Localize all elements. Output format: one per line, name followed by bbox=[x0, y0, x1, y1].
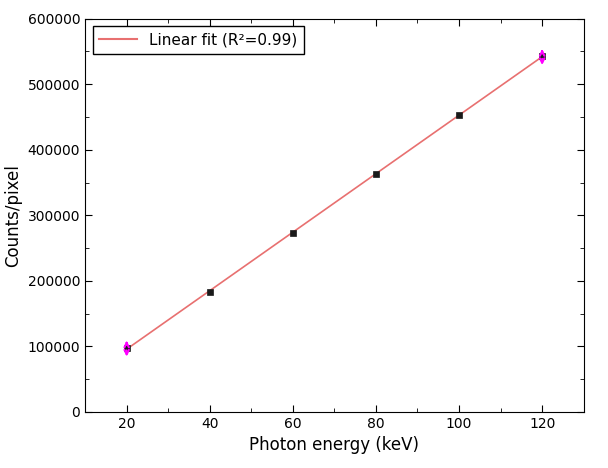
X-axis label: Photon energy (keV): Photon energy (keV) bbox=[249, 436, 420, 454]
Linear fit (R²=0.99) bbox=[200, 292, 207, 298]
Linear fit (R²=0.99) bbox=[140, 335, 147, 340]
Linear fit (R²=0.99) bbox=[233, 269, 241, 274]
Linear fit (R²=0.99) bbox=[503, 79, 510, 85]
Legend: Linear fit (R²=0.99): Linear fit (R²=0.99) bbox=[93, 26, 303, 53]
Linear fit (R²=0.99) bbox=[148, 329, 156, 334]
Linear fit (R²=0.99) bbox=[539, 54, 546, 59]
Line: Linear fit (R²=0.99): Linear fit (R²=0.99) bbox=[126, 57, 542, 349]
Linear fit (R²=0.99) bbox=[123, 346, 130, 352]
Y-axis label: Counts/pixel: Counts/pixel bbox=[4, 164, 22, 267]
Linear fit (R²=0.99) bbox=[517, 69, 525, 74]
